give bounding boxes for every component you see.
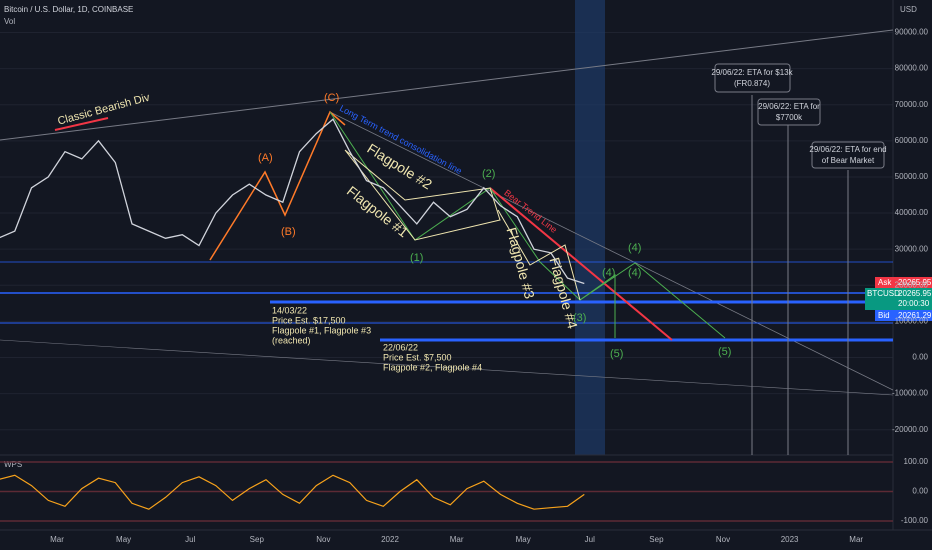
note-line: 22/06/22 [383,342,418,352]
y-tick-label: 0.00 [912,487,928,496]
tag-text: 20265.95 [898,289,932,298]
ask-tag [875,277,932,288]
y-tick-label: 50000.00 [895,172,929,181]
tag-text: 20:00:30 [898,299,930,308]
y-tick-label: 10000.00 [895,316,929,325]
note-line: 14/03/22 [272,305,307,315]
x-tick-label: 2023 [781,535,799,544]
callout-text: $7700k [776,113,803,122]
wave-label: (A) [258,152,273,164]
y-tick-label: 90000.00 [895,28,929,37]
div-line [54,117,109,131]
y-tick-label: -100.00 [901,516,929,525]
wave-label: (4) [602,267,615,279]
wave-label: (1) [410,252,423,264]
y-tick-label: 60000.00 [895,136,929,145]
wave-line [209,110,346,261]
callout-text: 29/06/22: ETA for [758,102,820,111]
x-tick-label: Jul [185,535,195,544]
tag-text: 20265.95 [898,278,932,287]
x-tick-label: Jul [585,535,595,544]
y-tick-label: 0.00 [912,353,928,362]
wave-label: (4) [628,242,641,254]
flag-lines [344,149,501,241]
y-tick-label: 30000.00 [895,244,929,253]
x-tick-label: Mar [849,535,863,544]
last-tag [865,288,932,310]
tag-text: 20261.29 [898,311,932,320]
wave-label: (B) [281,226,296,238]
eta-callouts: 29/06/22: ETA for $13k (FR0.874) 29/06/2… [711,63,887,169]
tag-text: Ask [878,278,892,287]
y-tick-label: -10000.00 [892,389,929,398]
y-tick-label: 70000.00 [895,100,929,109]
x-tick-label: Nov [316,535,330,544]
x-tick-label: Nov [716,535,730,544]
x-tick-label: Sep [250,535,265,544]
highlight-band [575,0,605,455]
x-tick-label: May [116,535,131,544]
volume-label: Vol [4,17,15,26]
symbol-title: Bitcoin / U.S. Dollar, 1D, COINBASE [4,5,133,14]
trend-line [0,339,894,396]
y-tick-label: 40000.00 [895,208,929,217]
wave-label: (5) [610,348,623,360]
callout-text: 29/06/22: ETA for end [809,145,886,154]
bid-tag [875,310,932,321]
tag-text: BTCUSD [867,289,900,298]
note-line: (reached) [272,335,311,345]
price-tags: Ask 20265.95 BTCUSD 20265.95 20:00:30 Bi… [865,277,932,321]
flag-lines [497,209,581,301]
bear-trend-line [489,187,673,341]
y-tick-label: 100.00 [904,457,929,466]
tag-text: Bid [878,311,890,320]
x-tick-label: May [516,535,531,544]
y-tick-label: 80000.00 [895,64,929,73]
note-line: Flagpole #1, Flagpole #3 [272,325,371,335]
y-tick-label: 20000.00 [895,280,929,289]
x-tick-label: 2022 [381,535,399,544]
wave-line [579,274,616,338]
wave-label: (4) [628,267,641,279]
wave-label: (2) [482,168,495,180]
callout-box [714,63,791,93]
currency: USD [900,5,917,14]
trend-line [0,29,894,141]
x-tick-label: Sep [649,535,664,544]
note-line: Price Est. $17,500 [272,315,346,325]
note: 14/03/22 Price Est. $17,500 Flagpole #1,… [272,305,482,372]
callout-text: (FR0.874) [734,79,770,88]
indicator-label: WPS [4,460,22,469]
x-tick-label: Mar [450,535,464,544]
price-line [0,118,585,285]
note-line: Price Est. $7,500 [383,352,452,362]
callout-text: of Bear Market [822,156,875,165]
callout-box [757,98,821,126]
consolidation-line [329,111,894,391]
x-tick-label: Mar [50,535,64,544]
wave-label: (3) [573,312,586,324]
callout-text: 29/06/22: ETA for $13k [711,68,793,77]
wave-label: (C) [324,92,339,104]
callout-box [811,141,885,169]
indicator-line [0,474,585,510]
wave-label: (5) [718,346,731,358]
y-tick-label: -20000.00 [892,425,929,434]
note-line: Flagpole #2, Flagpole #4 [383,362,482,372]
